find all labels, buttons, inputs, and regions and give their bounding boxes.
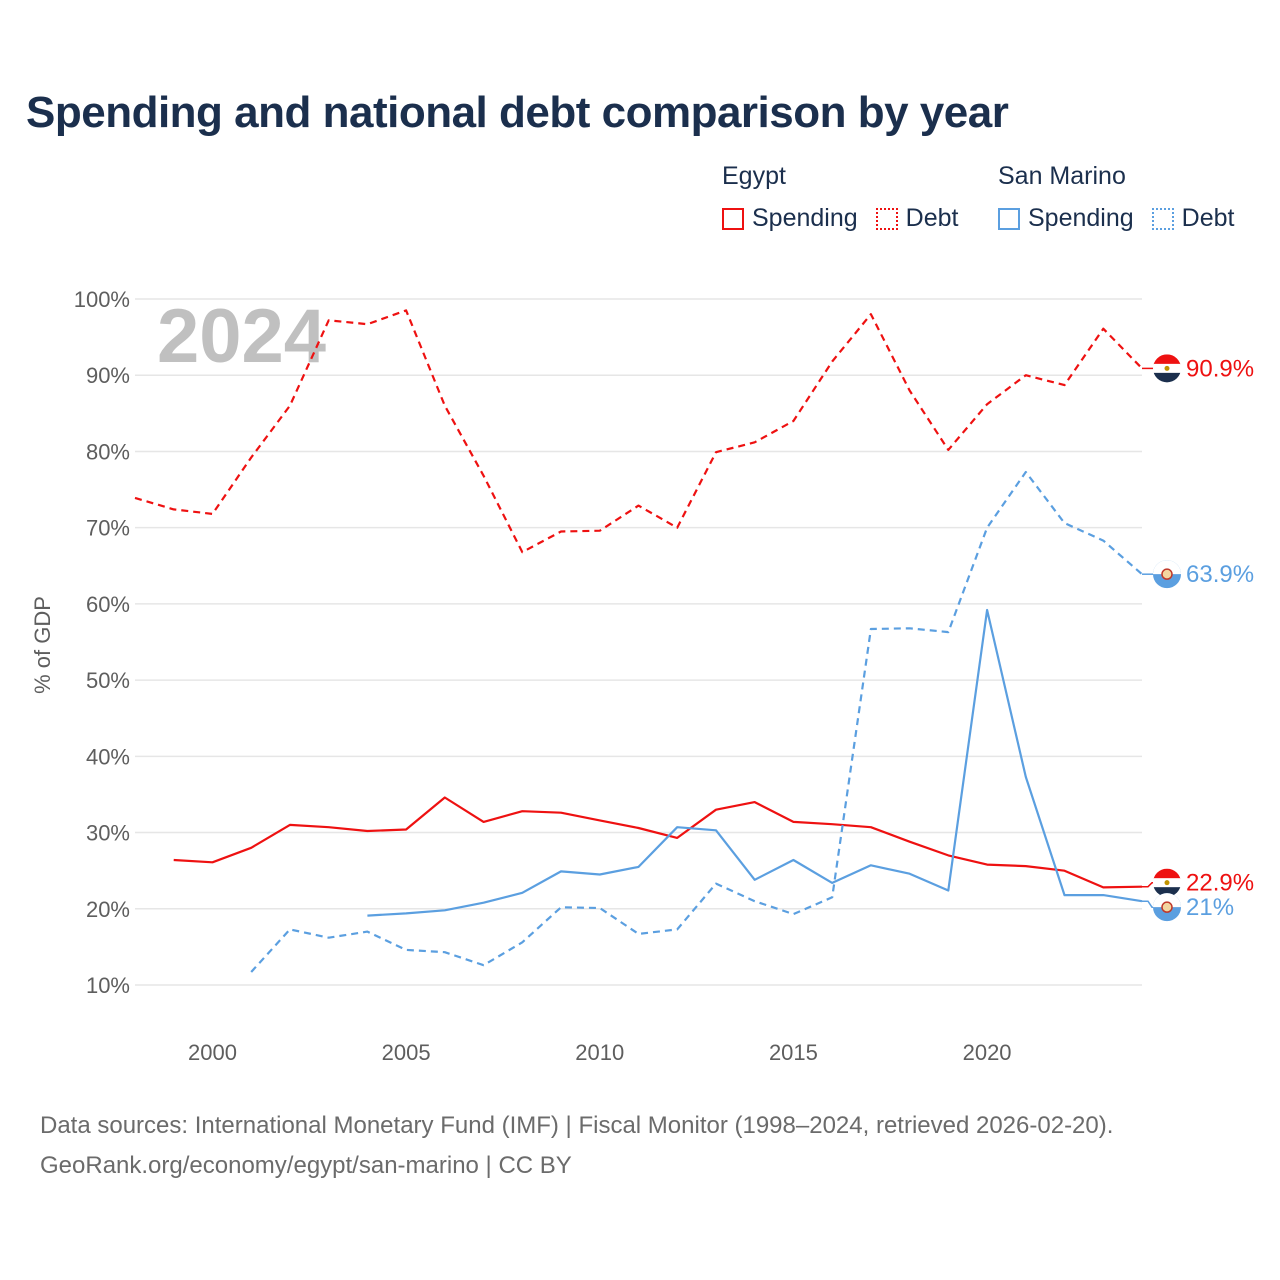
y-tick-label-30: 30%: [86, 821, 130, 846]
flag-top-half: [1153, 893, 1181, 908]
y-tick-label-100: 100%: [74, 287, 130, 312]
flag-top-half: [1153, 560, 1181, 575]
y-axis-ticks: 10% 20% 30% 40% 50% 60% 70% 80% 90% 100%: [74, 287, 130, 998]
legend-sanmarino-name: San Marino: [998, 162, 1126, 190]
series-lines: [134, 309, 1143, 973]
end-label-san-marino-debt: 63.9%: [1186, 561, 1254, 588]
x-tick-label-2005: 2005: [382, 1040, 431, 1065]
chart-title: Spending and national debt comparison by…: [26, 88, 1009, 137]
legend-sanmarino-spending[interactable]: Spending: [998, 204, 1134, 233]
flag-emblem: [1164, 880, 1170, 886]
legend-sanmarino-debt[interactable]: Debt: [1151, 204, 1235, 233]
legend-egypt: Egypt Spending Debt: [722, 162, 958, 233]
series-line-egypt-spending: [173, 796, 1143, 889]
year-watermark: 2024: [157, 294, 326, 379]
flag-stripe-dark: [1153, 372, 1181, 383]
series-line-san-marino-debt: [250, 470, 1143, 973]
legend-egypt-debt-label: Debt: [905, 204, 959, 232]
x-tick-label-2020: 2020: [963, 1040, 1012, 1065]
flag-emblem: [1161, 901, 1173, 913]
connector-san-marino-spending: [1142, 900, 1154, 908]
end-label-egypt-spending: 22.9%: [1186, 870, 1254, 897]
legend-sanmarino-spending-label: Spending: [1028, 204, 1134, 232]
legend-egypt-name: Egypt: [722, 162, 786, 190]
legend-sanmarino-debt-swatch: [1151, 207, 1174, 230]
end-label-egypt-debt: 90.9%: [1186, 355, 1254, 382]
y-axis-label: % of GDP: [30, 596, 55, 694]
y-tick-label-40: 40%: [86, 744, 130, 769]
legend-egypt-spending-label: Spending: [752, 204, 858, 232]
flag-icon-sanmarino: [1153, 893, 1181, 922]
y-tick-label-60: 60%: [86, 592, 130, 617]
y-tick-label-90: 90%: [86, 363, 130, 388]
y-tick-label-10: 10%: [86, 973, 130, 998]
legend-sanmarino-debt-label: Debt: [1181, 204, 1235, 232]
flag-stripe-red: [1153, 868, 1181, 879]
y-tick-label-50: 50%: [86, 668, 130, 693]
x-axis-ticks: 2000 2005 2010 2015 2020: [188, 1040, 1012, 1065]
data-sources: Data sources: International Monetary Fun…: [40, 1106, 1113, 1186]
legend-egypt-spending[interactable]: Spending: [722, 204, 858, 233]
flag-icon-egypt: [1153, 354, 1181, 383]
flag-icon-sanmarino: [1153, 560, 1181, 589]
flag-stripe-red: [1153, 354, 1181, 365]
flag-emblem: [1164, 365, 1170, 371]
legend-egypt-spending-swatch: [722, 207, 744, 230]
legend-egypt-debt[interactable]: Debt: [875, 204, 959, 233]
y-tick-label-20: 20%: [86, 897, 130, 922]
flag-body: [1153, 868, 1181, 897]
end-label-san-marino-spending: 21%: [1186, 894, 1234, 921]
x-tick-label-2015: 2015: [769, 1040, 818, 1065]
x-tick-label-2010: 2010: [575, 1040, 624, 1065]
legend-egypt-debt-swatch: [875, 207, 898, 230]
end-markers: 90.9% 22.9% 63.9% 21%: [1142, 354, 1254, 922]
sources-line-1: Data sources: International Monetary Fun…: [40, 1112, 1114, 1139]
flag-body: [1153, 354, 1181, 383]
y-tick-label-80: 80%: [86, 439, 130, 464]
flag-icon-egypt: [1153, 868, 1181, 897]
legend-sanmarino-spending-swatch: [998, 207, 1020, 230]
y-tick-label-70: 70%: [86, 516, 130, 541]
x-tick-label-2000: 2000: [188, 1040, 237, 1065]
legend-sanmarino: San Marino Spending Debt: [998, 162, 1234, 233]
connector-egypt-spending: [1142, 881, 1154, 888]
flag-stripe-dark: [1153, 887, 1181, 897]
sources-line-2[interactable]: GeoRank.org/economy/egypt/san-marino | C…: [40, 1152, 572, 1179]
flag-emblem: [1161, 568, 1173, 580]
series-line-egypt-debt: [134, 309, 1143, 554]
series-line-san-marino-spending: [367, 608, 1143, 917]
